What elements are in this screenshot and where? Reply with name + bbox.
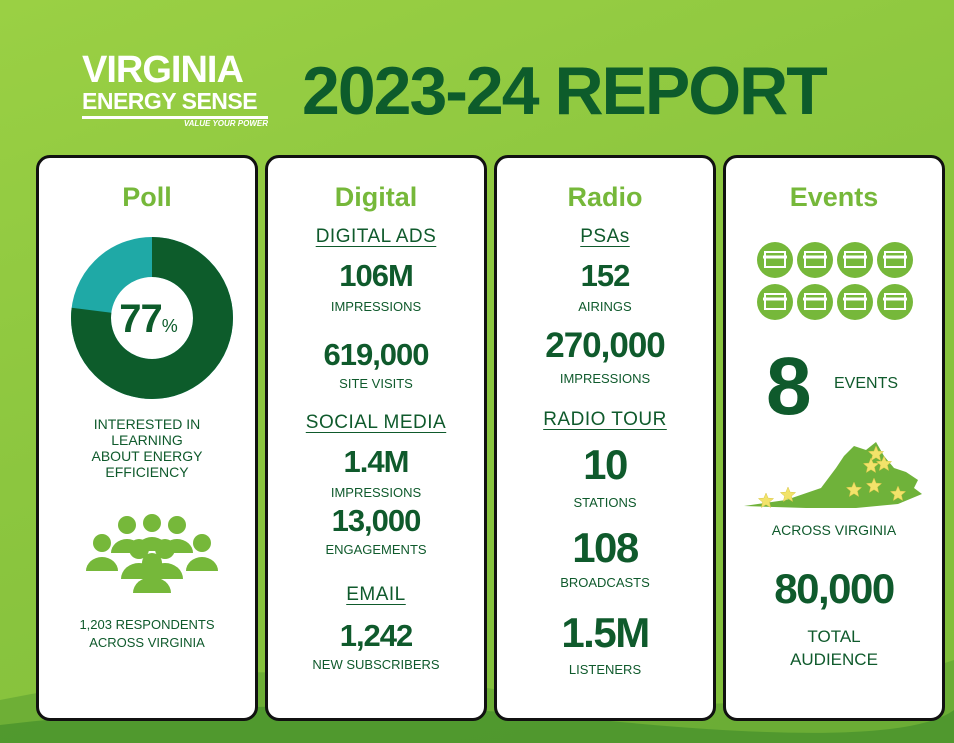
map-star [757,492,775,509]
event-count-label: EVENTS [834,375,899,392]
respondents-line: ACROSS VIRGINIA [89,635,205,650]
event-icon-tent [844,251,866,268]
stat-label: IMPRESSIONS [559,371,651,386]
donut-chart: 77% [71,237,233,399]
event-icon [837,284,873,320]
stat-label: IMPRESSIONS [330,485,422,500]
radio-panel: Radio PSAs 152 AIRINGS 270,000 IMPRESSIO… [494,155,716,721]
events-panel: Events 8 EVENTS ACROSS VIRGINIA 80,000 T… [723,155,945,721]
event-icon [877,242,913,278]
caption-line: INTERESTED IN [93,416,201,432]
poll-caption: INTERESTED IN LEARNING ABOUT ENERGY EFFI… [39,416,255,480]
map-star [862,457,880,474]
stat-value: 619,000 [323,337,429,372]
people-icon [86,514,218,593]
stat-value: 108 [572,524,639,571]
panel-title: Events [789,182,879,212]
stat-value: 1.5M [561,609,650,656]
stat-value: 1,242 [339,618,414,653]
stat-label: ENGAGEMENTS [325,542,427,557]
stat-label: LISTENERS [568,662,642,677]
digital-panel: Digital DIGITAL ADS 106M IMPRESSIONS 619… [265,155,487,721]
panel-title: Poll [122,182,172,212]
event-icon [757,242,793,278]
donut-label: 77% [119,297,178,341]
stat-label: NEW SUBSCRIBERS [312,657,440,672]
events-location: ACROSS VIRGINIA [771,522,897,538]
audience-line: AUDIENCE [790,650,878,669]
audience-label: TOTAL AUDIENCE [726,625,942,671]
map-star [845,481,863,498]
event-icon [757,284,793,320]
event-icon-tent [764,251,786,268]
section-heading: SOCIAL MEDIA [305,412,447,433]
event-icon-tent [804,293,826,310]
event-icon-tent [884,293,906,310]
report-title: 2023-24 REPORT [302,53,828,129]
percent-sign: % [162,316,178,336]
caption-line: EFFICIENCY [105,464,189,480]
stat-label: STATIONS [573,495,637,510]
donut-share [71,237,233,399]
stat-label: IMPRESSIONS [330,299,422,314]
stat-label: BROADCASTS [560,575,650,590]
event-icon [877,284,913,320]
section-heading: EMAIL [346,584,406,605]
respondents-line: 1,203 RESPONDENTS [79,617,215,632]
event-icon-tent [764,293,786,310]
map-star [779,486,797,503]
stat-value: 152 [580,258,631,293]
map-star [875,455,893,472]
logo-tagline: VALUE YOUR POWER [82,116,268,129]
stat-value: 106M [339,258,414,293]
section-heading: RADIO TOUR [543,409,667,430]
audience-line: TOTAL [807,627,861,646]
stat-label: SITE VISITS [339,376,413,391]
stat-value: 270,000 [545,326,666,365]
stat-value: 13,000 [331,503,422,538]
section-heading: DIGITAL ADS [315,226,437,247]
event-icon-tent [884,251,906,268]
respondents: 1,203 RESPONDENTS ACROSS VIRGINIA [39,616,255,652]
event-icons [757,242,913,320]
stat-value: 1.4M [343,444,410,479]
panel-title: Radio [567,182,643,212]
map-star [867,445,885,462]
section-heading: PSAs [580,226,630,247]
map-star [865,477,883,494]
poll-panel: Poll 77% INTERESTED IN LEARNING ABOUT EN… [36,155,258,721]
logo-line2: ENERGY SENSE [82,88,258,114]
event-icon [837,242,873,278]
logo: VIRGINIA ENERGY SENSE VALUE YOUR POWER [82,49,268,129]
event-count: 8 [766,341,812,432]
audience-value: 80,000 [774,565,895,612]
event-icon [797,242,833,278]
event-icon-tent [804,251,826,268]
panel-title: Digital [334,182,418,212]
stat-value: 10 [583,441,628,488]
map-star [889,485,907,502]
logo-line1: VIRGINIA [82,49,244,91]
caption-line: LEARNING [111,432,183,448]
virginia-map [744,442,922,509]
event-icon [797,284,833,320]
caption-line: ABOUT ENERGY [91,448,203,464]
percent-value: 77 [119,297,162,341]
event-icon-tent [844,293,866,310]
stat-label: AIRINGS [578,299,632,314]
